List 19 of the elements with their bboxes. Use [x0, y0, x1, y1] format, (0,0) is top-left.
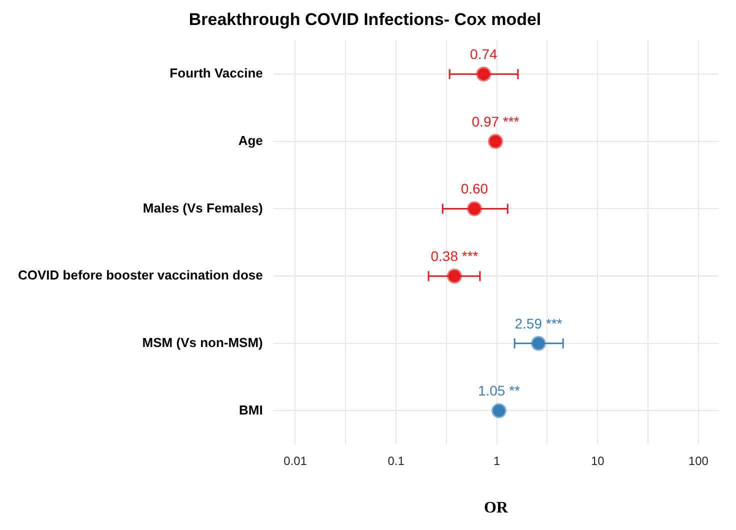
y-tick-label: MSM (Vs non-MSM) — [142, 334, 263, 350]
data-label: 1.05 ** — [478, 382, 521, 399]
chart-title: Breakthrough COVID Infections- Cox model — [188, 10, 542, 29]
x-axis-title: OR — [484, 500, 508, 517]
y-tick-label: Fourth Vaccine — [170, 66, 263, 81]
y-tick-label: Age — [238, 132, 263, 148]
x-tick-label: 10 — [590, 454, 605, 468]
x-tick-label: 100 — [688, 454, 709, 468]
data-label: 2.59 *** — [514, 315, 563, 332]
y-tick-label: BMI — [239, 402, 263, 418]
data-label: 0.60 — [460, 180, 488, 197]
x-tick-label: 0.1 — [388, 454, 405, 468]
data-label: 0.74 — [470, 46, 498, 62]
x-tick-label: 1 — [493, 454, 500, 468]
data-label: 0.97 *** — [472, 113, 520, 130]
y-tick-label: COVID before booster vaccination dose — [18, 268, 263, 283]
x-tick-label: 0.01 — [284, 454, 308, 468]
data-label: 0.38 *** — [430, 248, 479, 264]
y-tick-label: Males (Vs Females) — [142, 200, 263, 216]
